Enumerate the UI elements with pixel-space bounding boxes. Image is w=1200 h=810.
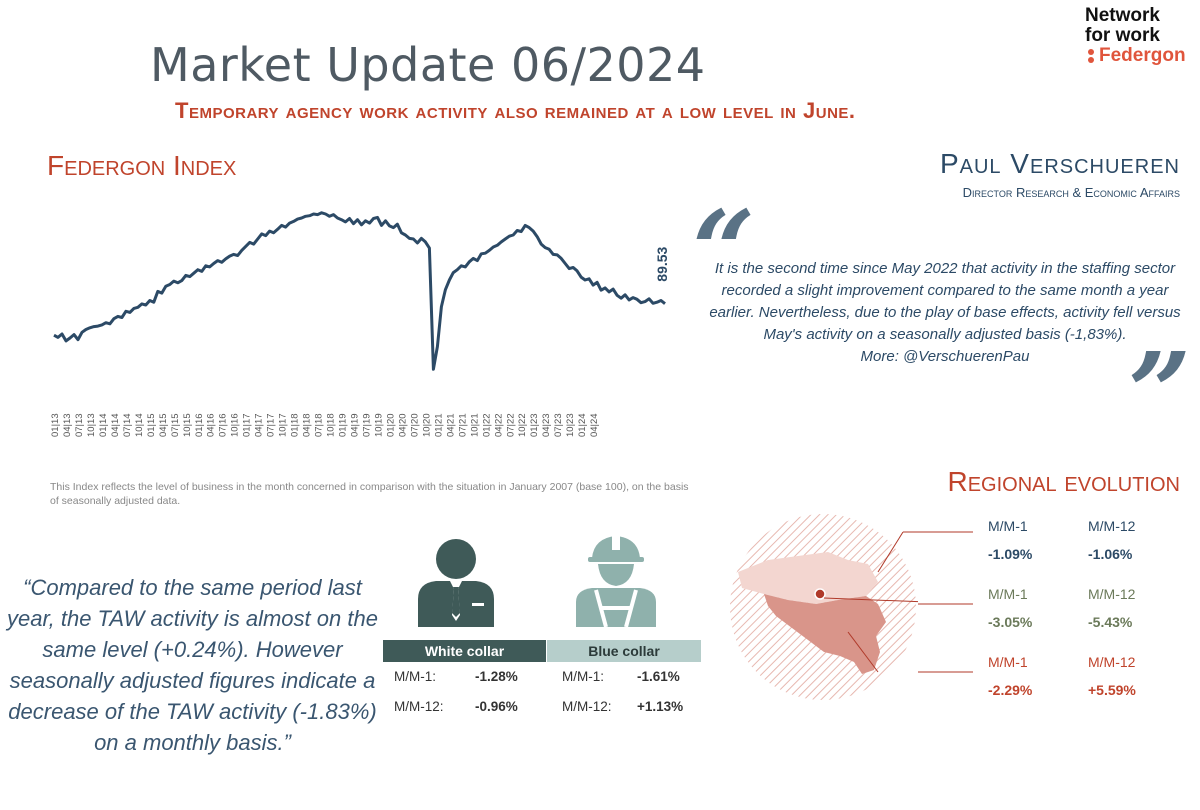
blue-mm1-value: -1.61% xyxy=(637,669,680,684)
regional-heading: Regional evolution xyxy=(947,466,1181,497)
region-mm12-label: M/M-12 xyxy=(1088,586,1136,602)
index-series-line xyxy=(53,211,666,371)
x-tick-label: 10|23 xyxy=(565,413,576,437)
x-tick-label: 10|21 xyxy=(469,413,480,437)
logo-brand: Federgon xyxy=(1099,45,1186,66)
open-quote-icon: “ xyxy=(692,186,756,315)
page-subtitle: Temporary agency work activity also rema… xyxy=(175,98,856,123)
x-tick-label: 04|18 xyxy=(302,413,313,437)
x-tick-label: 07|17 xyxy=(266,413,277,437)
x-tick-label: 01|18 xyxy=(290,413,301,437)
x-tick-label: 01|13 xyxy=(50,413,61,437)
x-tick-label: 01|19 xyxy=(338,413,349,437)
x-tick-label: 07|20 xyxy=(409,413,420,437)
x-tick-label: 01|16 xyxy=(194,413,205,437)
x-tick-label: 04|19 xyxy=(350,413,361,437)
x-tick-label: 01|22 xyxy=(481,413,492,437)
region-mm1-label: M/M-1 xyxy=(988,586,1028,602)
x-tick-label: 07|19 xyxy=(361,413,372,437)
statement-text: It is the second time since May 2022 tha… xyxy=(709,260,1181,343)
region-mm1-value: -1.09% xyxy=(988,546,1033,562)
blue-mm1-label: M/M-1: xyxy=(562,669,604,684)
x-tick-label: 01|15 xyxy=(146,413,157,437)
chart-tick-labels: 01|13 04|13 07|13 10|13 01|14 04|14 07|14 10|14… xyxy=(50,413,600,437)
x-tick-label: 04|17 xyxy=(254,413,265,437)
x-tick-label: 01|23 xyxy=(529,413,540,437)
x-tick-label: 07|14 xyxy=(122,413,133,437)
x-tick-label: 04|20 xyxy=(397,413,408,437)
x-tick-label: 10|17 xyxy=(278,413,289,437)
x-tick-label: 01|21 xyxy=(433,413,444,437)
region-mm1-value: -3.05% xyxy=(988,614,1033,630)
businessman-icon xyxy=(418,539,494,627)
close-quote-icon: ” xyxy=(1128,328,1192,457)
region-mm1-label: M/M-1 xyxy=(988,518,1028,534)
regional-connectors xyxy=(918,531,973,673)
region-mm1-value: -2.29% xyxy=(988,682,1033,698)
x-tick-label: 04|16 xyxy=(206,413,217,437)
x-tick-label: 04|22 xyxy=(493,413,504,437)
x-tick-label: 01|14 xyxy=(98,413,109,437)
x-tick-label: 07|13 xyxy=(74,413,85,437)
logo-dots-icon xyxy=(1085,48,1097,64)
federgon-logo: Network for work Federgon xyxy=(1085,6,1200,66)
x-tick-label: 01|17 xyxy=(242,413,253,437)
last-value-label: 89.53 xyxy=(654,246,670,281)
x-tick-label: 04|13 xyxy=(62,413,73,437)
white-mm1-value: -1.28% xyxy=(475,669,518,684)
page-title: Market Update 06/2024 xyxy=(150,38,706,92)
summary-quote: “Compared to the same period last year, … xyxy=(7,575,378,755)
x-tick-label: 07|18 xyxy=(314,413,325,437)
x-tick-label: 10|13 xyxy=(86,413,97,437)
x-tick-label: 01|24 xyxy=(577,413,588,437)
x-tick-label: 10|19 xyxy=(373,413,384,437)
director-role: Director Research & Economic Affairs xyxy=(962,185,1180,200)
construction-worker-icon xyxy=(576,536,656,627)
x-tick-label: 10|15 xyxy=(182,413,193,437)
x-tick-label: 10|20 xyxy=(421,413,432,437)
x-tick-label: 04|14 xyxy=(110,413,121,437)
x-tick-label: 10|16 xyxy=(230,413,241,437)
x-tick-label: 04|21 xyxy=(445,413,456,437)
blue-mm12-label: M/M-12: xyxy=(562,699,612,714)
director-statement: It is the second time since May 2022 tha… xyxy=(705,258,1185,368)
x-tick-label: 10|22 xyxy=(517,413,528,437)
x-tick-label: 04|23 xyxy=(541,413,552,437)
white-mm12-label: M/M-12: xyxy=(394,699,444,714)
x-tick-label: 10|14 xyxy=(134,413,145,437)
region-mm12-label: M/M-12 xyxy=(1088,518,1136,534)
logo-line-3: Federgon xyxy=(1085,46,1200,66)
x-tick-label: 07|15 xyxy=(170,413,181,437)
x-tick-label: 07|16 xyxy=(218,413,229,437)
x-tick-label: 07|21 xyxy=(457,413,468,437)
index-heading: Federgon Index xyxy=(47,150,237,181)
director-name: Paul Verschueren xyxy=(939,148,1180,179)
x-tick-label: 07|22 xyxy=(505,413,516,437)
region-mm12-value: +5.59% xyxy=(1088,682,1136,698)
logo-line-2: for work xyxy=(1085,25,1160,46)
index-chart: 01|13 04|13 07|13 10|13 01|14 04|14 07|14 10|14… xyxy=(50,211,670,437)
white-collar-header: White collar xyxy=(383,640,546,662)
x-tick-label: 04|15 xyxy=(158,413,169,437)
x-tick-label: 01|20 xyxy=(385,413,396,437)
logo-line-1: Network xyxy=(1085,5,1160,26)
white-mm1-label: M/M-1: xyxy=(394,669,436,684)
x-tick-label: 07|23 xyxy=(553,413,564,437)
region-mm12-value: -1.06% xyxy=(1088,546,1133,562)
region-mm12-value: -5.43% xyxy=(1088,614,1133,630)
x-tick-label: 10|18 xyxy=(326,413,337,437)
blue-collar-header: Blue collar xyxy=(547,640,701,662)
belgium-map-icon xyxy=(730,514,918,700)
x-tick-label: 04|24 xyxy=(589,413,600,437)
white-mm12-value: -0.96% xyxy=(475,699,518,714)
twitter-link[interactable]: More: @VerschuerenPau xyxy=(860,348,1030,365)
region-mm1-label: M/M-1 xyxy=(988,654,1028,670)
index-footnote: This Index reflects the level of busines… xyxy=(50,481,689,507)
region-mm12-label: M/M-12 xyxy=(1088,654,1136,670)
blue-mm12-value: +1.13% xyxy=(637,699,684,714)
